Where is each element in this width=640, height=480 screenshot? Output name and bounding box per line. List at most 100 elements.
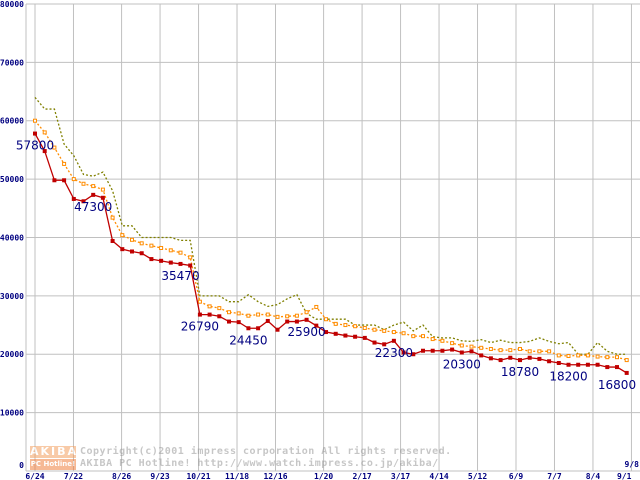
marker-min	[52, 178, 57, 183]
x-tick-label: 9/8	[625, 460, 640, 469]
marker-min	[149, 257, 154, 262]
marker-average	[120, 233, 125, 238]
marker-average	[333, 321, 338, 326]
x-tick-label: 4/14	[429, 472, 448, 480]
marker-average	[440, 338, 445, 343]
akiba-logo: AKIBA PC Hotline!	[30, 446, 76, 470]
y-tick-label: 0	[19, 461, 24, 470]
marker-average	[71, 177, 76, 182]
data-label: 24450	[229, 333, 267, 347]
marker-average	[353, 324, 358, 329]
marker-min	[188, 263, 193, 268]
y-tick-label: 60000	[0, 117, 24, 126]
x-tick-label: 12/16	[263, 472, 287, 480]
marker-min	[391, 338, 396, 343]
data-label: 22300	[375, 346, 413, 360]
marker-min	[197, 312, 202, 317]
marker-min	[353, 334, 358, 339]
x-tick-label: 8/4	[586, 472, 601, 480]
marker-average	[52, 145, 57, 150]
marker-average	[615, 355, 619, 360]
y-tick-label: 70000	[0, 58, 24, 67]
marker-average	[624, 358, 629, 363]
marker-min	[246, 326, 251, 331]
marker-min	[333, 331, 338, 336]
marker-min	[624, 370, 629, 375]
x-tick-label: 7/22	[64, 472, 83, 480]
marker-average	[304, 310, 309, 315]
marker-average	[411, 334, 416, 339]
marker-min	[537, 356, 542, 361]
x-tick-label: 1/20	[314, 472, 333, 480]
marker-min	[314, 323, 319, 328]
marker-average	[275, 314, 280, 319]
marker-average	[488, 346, 493, 351]
marker-min	[488, 356, 493, 361]
marker-min	[100, 195, 105, 200]
marker-average	[265, 312, 270, 317]
marker-average	[197, 299, 202, 304]
y-tick-label: 30000	[0, 292, 24, 301]
marker-min	[159, 258, 164, 263]
marker-min	[547, 359, 552, 364]
url-text: AKIBA PC Hotline! http://www.watch.impre…	[80, 458, 439, 469]
series-line-average	[34, 120, 627, 361]
data-label: 35470	[161, 269, 199, 283]
marker-min	[120, 247, 125, 252]
marker-min	[33, 131, 37, 136]
x-tick-label: 5/12	[468, 472, 487, 480]
marker-min	[450, 347, 455, 352]
marker-min	[440, 348, 445, 353]
marker-min	[459, 350, 464, 355]
marker-min	[265, 318, 270, 323]
marker-min	[227, 319, 231, 324]
marker-average	[566, 353, 571, 358]
marker-min	[605, 365, 610, 370]
marker-min	[615, 365, 619, 370]
marker-average	[430, 337, 435, 342]
data-label: 57800	[16, 139, 54, 153]
marker-average	[518, 346, 522, 351]
marker-average	[556, 353, 561, 358]
marker-min	[576, 362, 581, 367]
marker-min	[382, 342, 387, 347]
marker-average	[508, 348, 513, 353]
marker-average	[246, 313, 251, 318]
marker-min	[372, 340, 377, 345]
marker-min	[217, 314, 222, 319]
data-label: 18780	[501, 365, 539, 379]
marker-average	[236, 311, 241, 316]
data-label: 26790	[181, 320, 219, 334]
data-label: 18200	[549, 370, 587, 384]
marker-min	[343, 333, 348, 338]
marker-average	[343, 323, 348, 328]
y-tick-label: 40000	[0, 233, 24, 242]
logo-top: AKIBA	[30, 445, 79, 458]
x-tick-label: 7/7	[547, 472, 562, 480]
marker-average	[314, 304, 319, 309]
data-label: 25900	[288, 325, 326, 339]
marker-average	[110, 215, 115, 220]
marker-average	[372, 327, 377, 332]
x-tick-label: 6/24	[25, 472, 44, 480]
marker-min	[498, 358, 503, 363]
marker-min	[236, 320, 241, 325]
marker-min	[401, 350, 406, 355]
marker-average	[285, 314, 290, 319]
watermark: AKIBA PC Hotline! Copyright(c)2001 impre…	[30, 446, 452, 470]
marker-min	[91, 192, 96, 197]
marker-average	[595, 354, 600, 359]
marker-average	[362, 325, 367, 330]
series-line-max	[34, 96, 627, 355]
copyright-text: Copyright(c)2001 impress corporation All…	[80, 446, 452, 457]
marker-min	[178, 261, 183, 266]
marker-min	[42, 149, 47, 154]
marker-average	[294, 313, 299, 318]
y-tick-label: 80000	[0, 0, 24, 9]
marker-min	[139, 251, 144, 256]
marker-min	[207, 312, 212, 317]
x-tick-label: 11/18	[225, 472, 249, 480]
marker-average	[421, 334, 425, 339]
marker-average	[256, 312, 261, 317]
